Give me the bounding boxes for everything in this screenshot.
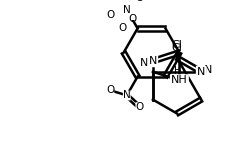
Text: O: O	[119, 23, 127, 33]
Text: O: O	[135, 0, 144, 3]
Text: N: N	[204, 65, 213, 75]
Text: O: O	[129, 14, 137, 24]
Text: O: O	[106, 10, 114, 20]
Text: O: O	[106, 85, 114, 95]
Text: N: N	[123, 5, 131, 15]
Text: O: O	[135, 102, 144, 112]
Text: N: N	[123, 90, 131, 100]
Text: Cl: Cl	[172, 43, 182, 53]
Text: N: N	[149, 56, 157, 66]
Text: H: H	[174, 67, 182, 77]
Text: NH: NH	[171, 75, 188, 85]
Text: Cl: Cl	[172, 40, 182, 50]
Text: N: N	[197, 67, 205, 77]
Text: N: N	[140, 58, 148, 68]
